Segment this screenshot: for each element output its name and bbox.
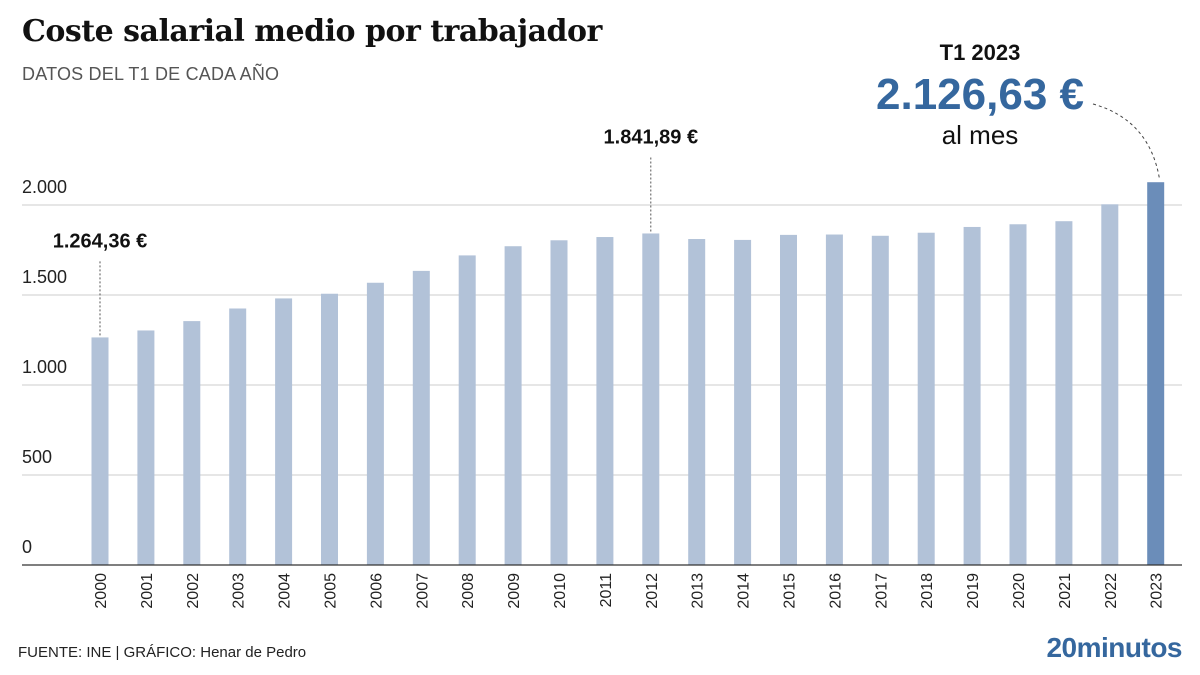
x-tick-label: 2018 — [919, 573, 936, 609]
x-tick-label: 2008 — [460, 573, 477, 609]
x-tick-label: 2020 — [1011, 573, 1028, 609]
x-tick-label: 2009 — [506, 573, 523, 609]
annotation-label: 1.264,36 € — [53, 230, 148, 252]
highlight-unit: al mes — [941, 120, 1019, 151]
bar — [366, 282, 384, 565]
x-tick-label: 2005 — [323, 573, 340, 609]
annotation-label: 1.841,89 € — [604, 126, 699, 148]
bar — [1101, 204, 1119, 565]
x-tick-label: 2016 — [827, 573, 844, 609]
x-tick-label: 2021 — [1057, 573, 1074, 609]
bar-highlight — [1147, 182, 1165, 565]
x-tick-label: 2011 — [598, 573, 615, 608]
x-tick-label: 2004 — [277, 573, 294, 609]
bar — [917, 232, 935, 565]
x-tick-label: 2019 — [965, 573, 982, 609]
highlight-leader — [1092, 103, 1161, 181]
bar — [229, 308, 247, 565]
bar — [963, 226, 981, 565]
x-tick-label: 2013 — [690, 573, 707, 609]
bar — [504, 246, 522, 565]
x-tick-label: 2006 — [368, 573, 385, 609]
x-tick-label: 2002 — [185, 573, 202, 609]
bar — [321, 293, 338, 565]
bar — [596, 237, 614, 566]
x-tick-label: 2012 — [644, 573, 661, 609]
x-tick-label: 2015 — [782, 573, 799, 609]
bar — [1055, 221, 1073, 565]
chart-subtitle: DATOS DEL T1 DE CADA AÑO — [22, 64, 280, 84]
bar — [688, 239, 706, 565]
y-tick-label: 2.000 — [22, 177, 67, 197]
bar — [825, 234, 843, 565]
bar — [871, 235, 889, 565]
bar — [734, 239, 752, 566]
highlight-period: T1 2023 — [939, 40, 1021, 65]
y-tick-label: 1.000 — [22, 357, 67, 377]
x-tick-label: 2007 — [414, 573, 431, 609]
highlight-callout: T1 2023 2.126,63 € al mes — [860, 40, 1100, 151]
bar — [91, 337, 109, 565]
highlight-value: 2.126,63 € — [876, 70, 1084, 119]
y-tick-label: 500 — [22, 447, 52, 467]
source-credit: FUENTE: INE | GRÁFICO: Henar de Pedro — [18, 644, 307, 661]
x-tick-label: 2017 — [873, 573, 890, 609]
x-tick-label: 2000 — [93, 573, 110, 609]
x-tick-label: 2003 — [231, 573, 248, 609]
brand-logo: 20minutos — [1046, 632, 1182, 663]
chart-title: Coste salarial medio por trabajador — [22, 14, 602, 49]
bar — [137, 330, 155, 565]
bar — [458, 255, 476, 565]
x-tick-label: 2023 — [1149, 573, 1166, 609]
bar — [1009, 224, 1027, 565]
y-tick-label: 1.500 — [22, 267, 67, 287]
bar — [642, 233, 660, 566]
bar — [412, 270, 430, 565]
bar — [780, 234, 797, 565]
y-tick-label: 0 — [22, 537, 32, 557]
bar — [550, 240, 568, 565]
bar — [275, 298, 293, 565]
x-tick-label: 2022 — [1103, 573, 1120, 609]
bar — [183, 321, 201, 565]
x-tick-label: 2010 — [552, 573, 569, 609]
x-tick-label: 2014 — [736, 573, 753, 609]
x-tick-label: 2001 — [139, 573, 156, 609]
